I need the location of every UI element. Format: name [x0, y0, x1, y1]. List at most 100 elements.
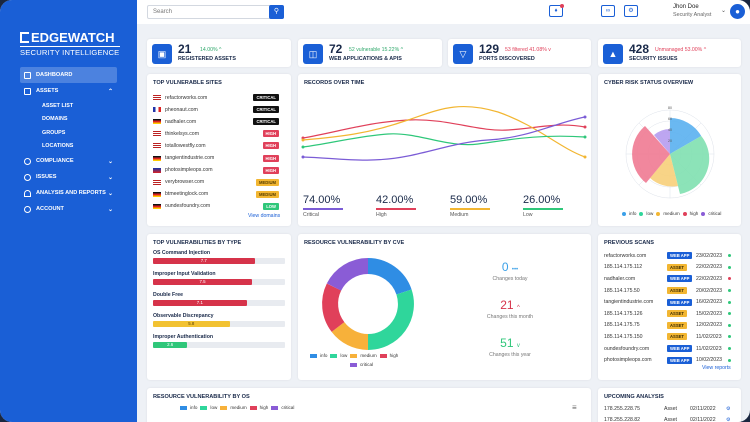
settings-button[interactable]: ⚙: [624, 5, 638, 17]
view-domains-link[interactable]: View domains: [248, 213, 281, 219]
change-indicator: •••: [511, 267, 519, 273]
nav-analysis[interactable]: ANALYSIS AND REPORTS ⌄: [20, 185, 117, 201]
stat-value: 59.00%: [450, 194, 488, 206]
briefcase-icon: ▣: [152, 44, 172, 64]
vuln-score-fill: 7.5: [153, 279, 252, 285]
upcoming-target: 178.255.228.75: [604, 405, 641, 412]
stat-underline: [376, 208, 416, 210]
avatar[interactable]: ●: [730, 4, 745, 19]
brand-logo[interactable]: EDGEWATCH SECURITY INTELLIGENCE: [20, 30, 120, 57]
scan-row[interactable]: tangientindustrie.com WEB APP 16/02/2023: [604, 296, 736, 308]
legend-label: critical: [708, 211, 722, 216]
nav-dashboard[interactable]: DASHBOARD: [20, 67, 117, 83]
legend-label: medium: [360, 353, 377, 358]
site-row[interactable]: photosimpleops.com HIGH: [153, 165, 283, 176]
notifications-button[interactable]: ♦: [549, 4, 564, 17]
site-row[interactable]: totallowestfly.com HIGH: [153, 140, 283, 151]
kpi-card-webapps[interactable]: ◫ 72 52 vulnerable 15.22% ^ WEB APPLICAT…: [298, 39, 442, 67]
scan-date: 23/02/2023: [696, 252, 722, 259]
link-button[interactable]: ∞: [601, 5, 615, 17]
scan-row[interactable]: 185.114.175.126 ASSET 15/02/2023: [604, 308, 736, 320]
gear-icon[interactable]: ⚙: [726, 416, 731, 422]
site-row[interactable]: verybrowser.com MEDIUM: [153, 177, 283, 188]
scan-row[interactable]: 185.114.175.50 ASSET 20/02/2023: [604, 285, 736, 297]
nav-domains[interactable]: DOMAINS: [42, 116, 68, 123]
critical-series-line: [302, 119, 586, 139]
site-row[interactable]: nadhaler.com CRITICAL: [153, 116, 283, 127]
scan-type-badge: ASSET: [667, 321, 687, 329]
scan-status-dot: [728, 323, 731, 327]
scan-row[interactable]: 185.114.175.112 ASSET 22/02/2023: [604, 262, 736, 274]
site-row[interactable]: tangientindustrie.com HIGH: [153, 153, 283, 164]
site-row[interactable]: refactorworks.com CRITICAL: [153, 92, 283, 103]
scan-row[interactable]: 185.114.175.75 ASSET 12/02/2023: [604, 320, 736, 332]
nav-account[interactable]: ACCOUNT ⌄: [20, 201, 117, 217]
card-title: PREVIOUS SCANS: [604, 240, 655, 246]
scan-date: 12/02/2023: [696, 322, 722, 329]
cyber-risk-card: CYBER RISK STATUS OVERVIEW 80 60 40 20 i…: [598, 74, 741, 226]
vuln-types-card: TOP VULNERABILITIES BY TYPE OS Command I…: [147, 234, 291, 380]
scan-row[interactable]: refactorworks.com WEB APP 23/02/2023: [604, 250, 736, 262]
upcoming-row[interactable]: 178.255.228.75 Asset 02/11/2022 ⚙: [604, 403, 736, 415]
nav-account-label: ACCOUNT: [36, 206, 64, 212]
scan-row[interactable]: photosimpleops.com WEB APP 10/02/2023: [604, 354, 736, 366]
legend-swatch: [271, 405, 279, 410]
scan-row[interactable]: oundesfoundry.com WEB APP 11/02/2023: [604, 343, 736, 355]
search-button[interactable]: ⚲: [269, 5, 284, 19]
nav-compliance[interactable]: COMPLIANCE ⌄: [20, 153, 117, 169]
nav-locations[interactable]: LOCATIONS: [42, 143, 74, 150]
site-row[interactable]: oundesfoundry.com LOW: [153, 201, 283, 212]
legend-label: high: [689, 211, 699, 216]
chevron-down-icon: ⌄: [107, 158, 113, 165]
scan-type-badge: WEB APP: [667, 356, 693, 364]
vuln-score-fill: 2.6: [153, 342, 188, 348]
site-row[interactable]: thinkelsys.com HIGH: [153, 128, 283, 139]
nav-issues[interactable]: ISSUES ⌄: [20, 169, 117, 185]
upcoming-row[interactable]: 178.255.228.82 Asset 02/11/2022 ⚙: [604, 414, 736, 422]
site-row[interactable]: pheonaut.com CRITICAL: [153, 104, 283, 115]
kpi-card-assets[interactable]: ▣ 21 14.00% ^ REGISTERED ASSETS: [147, 39, 291, 67]
card-title: RESOURCE VULNERABILITY BY OS: [153, 394, 250, 400]
site-row[interactable]: btmeetinglock.com MEDIUM: [153, 189, 283, 200]
menu-icon[interactable]: ≡: [572, 403, 577, 412]
kpi-card-issues[interactable]: ▲ 428 Unmanaged 53.00% ^ SECURITY ISSUES: [598, 39, 741, 67]
flag-icon: [153, 155, 161, 161]
card-title: TOP VULNERABILITIES BY TYPE: [153, 240, 242, 246]
kpi-label: WEB APPLICATIONS & APIS: [329, 56, 402, 62]
stat-label: Medium: [450, 212, 469, 218]
info-series-line: [302, 116, 586, 161]
flag-icon: [153, 167, 161, 173]
kpi-label: PORTS DISCOVERED: [479, 56, 535, 62]
cve-donut-chart: [322, 258, 414, 350]
vuln-score-fill: 7.1: [153, 300, 247, 306]
sidebar-nav: DASHBOARD ASSETS ⌃ ASSET LIST DOMAINS GRO…: [20, 67, 117, 217]
gear-icon[interactable]: ⚙: [726, 405, 731, 412]
brand-tagline: SECURITY INTELLIGENCE: [20, 46, 120, 57]
scan-row[interactable]: 185.114.175.150 ASSET 11/02/2023: [604, 331, 736, 343]
kpi-value: 129: [479, 42, 500, 56]
chevron-down-icon[interactable]: ⌄: [721, 8, 727, 14]
kpi-card-ports[interactable]: ▽ 129 53 filtered 41.08% v PORTS DISCOVE…: [448, 39, 591, 67]
stat-label: High: [376, 212, 387, 218]
nav-groups[interactable]: GROUPS: [42, 129, 66, 136]
user-info[interactable]: Jhon Doe Security Analyst: [673, 4, 711, 18]
card-title: UPCOMING ANALYSIS: [604, 394, 664, 400]
cyber-risk-polar-chart: 80 60 40 20: [625, 106, 715, 199]
info-segment: [670, 117, 702, 154]
scan-row[interactable]: nadhaler.com WEB APP 22/02/2023: [604, 273, 736, 285]
flag-icon: [153, 107, 161, 113]
nav-assets-label: ASSETS: [36, 88, 59, 94]
nav-assets[interactable]: ASSETS ⌃: [20, 83, 117, 99]
stat-label: Critical: [303, 212, 319, 218]
legend-label: medium: [663, 211, 680, 216]
scan-target: 185.114.175.150: [604, 333, 643, 340]
nav-asset-list[interactable]: ASSET LIST: [42, 102, 74, 109]
scan-type-badge: WEB APP: [667, 298, 693, 306]
legend-label: low: [340, 353, 348, 358]
stat-critical: 74.00% Critical: [303, 194, 343, 218]
change-stat: 0 ••• Changes today: [470, 260, 550, 282]
search-input[interactable]: Search: [147, 5, 284, 19]
view-reports-link[interactable]: View reports: [702, 365, 731, 371]
scan-status-dot: [728, 277, 731, 281]
severity-badge: CRITICAL: [253, 106, 279, 114]
